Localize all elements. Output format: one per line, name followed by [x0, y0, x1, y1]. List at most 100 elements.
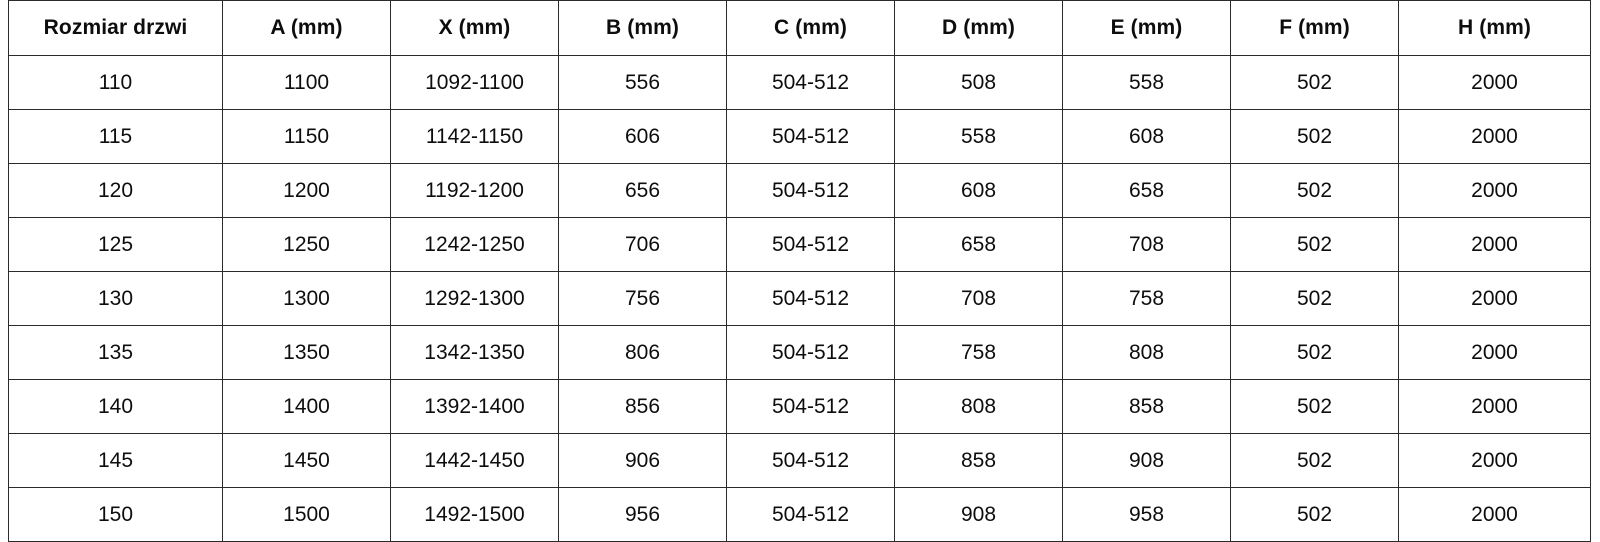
cell-value: 502: [1230, 487, 1399, 542]
cell-value: 556: [558, 55, 727, 110]
cell-value: 758: [1062, 271, 1231, 326]
cell-value: 504-512: [726, 55, 895, 110]
column-header-7: F (mm): [1230, 0, 1399, 56]
column-header-8: H (mm): [1398, 0, 1591, 56]
cell-value: 1100: [222, 55, 391, 110]
cell-value: 502: [1230, 217, 1399, 272]
column-header-2: X (mm): [390, 0, 559, 56]
cell-value: 806: [558, 325, 727, 380]
table-body: 110 1100 1092-1100 556 504-512 508 558 502 2000 1…: [8, 55, 1591, 542]
cell-door-size: 115: [8, 109, 223, 164]
cell-value: 508: [894, 55, 1063, 110]
cell-value: 504-512: [726, 109, 895, 164]
cell-value: 708: [1062, 217, 1231, 272]
cell-value: 558: [894, 109, 1063, 164]
cell-value: 504-512: [726, 163, 895, 218]
table-row: 135 1350 1342-1350 806 504-512 758 808 502 2000: [8, 325, 1591, 380]
table-row: 130 1300 1292-1300 756 504-512 708 758 502 2000: [8, 271, 1591, 326]
cell-door-size: 120: [8, 163, 223, 218]
cell-door-size: 150: [8, 487, 223, 542]
cell-value: 606: [558, 109, 727, 164]
cell-value: 908: [1062, 433, 1231, 488]
cell-value: 2000: [1398, 163, 1591, 218]
cell-value: 758: [894, 325, 1063, 380]
cell-value: 956: [558, 487, 727, 542]
cell-value: 808: [1062, 325, 1231, 380]
cell-value: 2000: [1398, 487, 1591, 542]
table-header: Rozmiar drzwi A (mm) X (mm) B (mm) C (mm) D (…: [8, 0, 1591, 56]
table-row: 150 1500 1492-1500 956 504-512 908 958 502 2000: [8, 487, 1591, 542]
table-row: 120 1200 1192-1200 656 504-512 608 658 502 2000: [8, 163, 1591, 218]
cell-value: 2000: [1398, 433, 1591, 488]
table-row: 145 1450 1442-1450 906 504-512 858 908 502 2000: [8, 433, 1591, 488]
cell-value: 502: [1230, 109, 1399, 164]
cell-value: 502: [1230, 55, 1399, 110]
cell-value: 504-512: [726, 325, 895, 380]
column-header-4: C (mm): [726, 0, 895, 56]
cell-value: 708: [894, 271, 1063, 326]
cell-value: 858: [894, 433, 1063, 488]
cell-value: 1342-1350: [390, 325, 559, 380]
column-header-1: A (mm): [222, 0, 391, 56]
table-row: 125 1250 1242-1250 706 504-512 658 708 502 2000: [8, 217, 1591, 272]
column-header-3: B (mm): [558, 0, 727, 56]
table-row: 140 1400 1392-1400 856 504-512 808 858 502 2000: [8, 379, 1591, 434]
cell-value: 1392-1400: [390, 379, 559, 434]
cell-value: 608: [1062, 109, 1231, 164]
cell-value: 1092-1100: [390, 55, 559, 110]
cell-value: 808: [894, 379, 1063, 434]
cell-value: 858: [1062, 379, 1231, 434]
cell-value: 1292-1300: [390, 271, 559, 326]
door-size-specification-table: Rozmiar drzwi A (mm) X (mm) B (mm) C (mm) D (…: [8, 0, 1591, 542]
cell-value: 502: [1230, 163, 1399, 218]
cell-value: 504-512: [726, 433, 895, 488]
cell-value: 504-512: [726, 379, 895, 434]
cell-value: 1442-1450: [390, 433, 559, 488]
cell-value: 608: [894, 163, 1063, 218]
cell-value: 1200: [222, 163, 391, 218]
cell-value: 504-512: [726, 271, 895, 326]
cell-value: 1142-1150: [390, 109, 559, 164]
cell-door-size: 135: [8, 325, 223, 380]
cell-value: 1450: [222, 433, 391, 488]
cell-value: 658: [1062, 163, 1231, 218]
cell-door-size: 110: [8, 55, 223, 110]
cell-value: 502: [1230, 379, 1399, 434]
cell-value: 656: [558, 163, 727, 218]
cell-value: 906: [558, 433, 727, 488]
cell-value: 756: [558, 271, 727, 326]
column-header-6: E (mm): [1062, 0, 1231, 56]
cell-value: 2000: [1398, 217, 1591, 272]
cell-value: 1150: [222, 109, 391, 164]
cell-value: 1192-1200: [390, 163, 559, 218]
cell-value: 502: [1230, 271, 1399, 326]
cell-value: 1500: [222, 487, 391, 542]
cell-value: 856: [558, 379, 727, 434]
cell-value: 1250: [222, 217, 391, 272]
cell-door-size: 140: [8, 379, 223, 434]
cell-value: 504-512: [726, 487, 895, 542]
cell-door-size: 145: [8, 433, 223, 488]
column-header-5: D (mm): [894, 0, 1063, 56]
cell-value: 2000: [1398, 325, 1591, 380]
cell-value: 1350: [222, 325, 391, 380]
column-header-0: Rozmiar drzwi: [8, 0, 223, 56]
cell-value: 1242-1250: [390, 217, 559, 272]
cell-value: 658: [894, 217, 1063, 272]
cell-value: 706: [558, 217, 727, 272]
cell-value: 2000: [1398, 109, 1591, 164]
cell-value: 958: [1062, 487, 1231, 542]
cell-value: 558: [1062, 55, 1231, 110]
cell-value: 2000: [1398, 271, 1591, 326]
cell-value: 502: [1230, 325, 1399, 380]
cell-value: 1300: [222, 271, 391, 326]
table-row: 110 1100 1092-1100 556 504-512 508 558 502 2000: [8, 55, 1591, 110]
cell-door-size: 130: [8, 271, 223, 326]
cell-value: 908: [894, 487, 1063, 542]
table-header-row: Rozmiar drzwi A (mm) X (mm) B (mm) C (mm) D (…: [8, 0, 1591, 56]
cell-value: 2000: [1398, 55, 1591, 110]
cell-value: 502: [1230, 433, 1399, 488]
cell-door-size: 125: [8, 217, 223, 272]
cell-value: 504-512: [726, 217, 895, 272]
